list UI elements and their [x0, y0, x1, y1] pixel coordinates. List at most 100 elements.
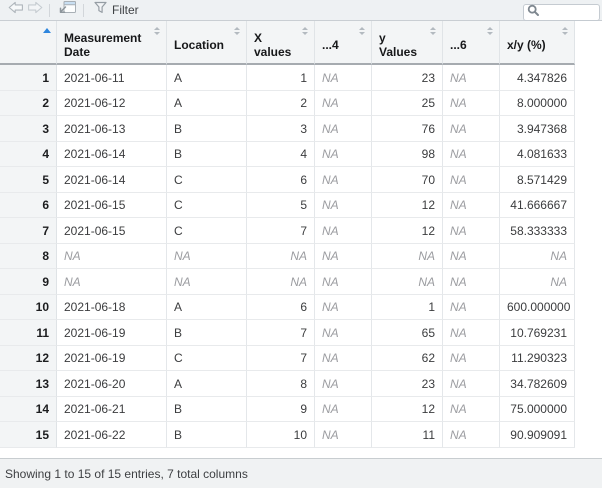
column-header-y-values[interactable]: y Values: [372, 21, 443, 65]
cell-y-values: 23: [372, 371, 443, 397]
cell-x-over-y-pct: 58.333333: [500, 218, 575, 244]
forward-arrow-icon: [27, 1, 43, 19]
cell-measurement-date: 2021-06-19: [57, 320, 167, 346]
row-number-cell: 5: [0, 167, 57, 193]
cell-y-values: 98: [372, 141, 443, 167]
toolbar: Filter: [0, 0, 602, 21]
cell-x-over-y-pct: 600.000000: [500, 294, 575, 320]
column-header-rownames[interactable]: [0, 21, 57, 65]
toolbar-separator: [49, 3, 50, 17]
cell-location: A: [167, 90, 247, 116]
cell-col-4: NA: [315, 218, 372, 244]
column-header-x-over-y-pct[interactable]: x/y (%): [500, 21, 575, 65]
cell-col-6: NA: [443, 243, 500, 269]
column-header-location[interactable]: Location: [167, 21, 247, 65]
column-header-label: x/y (%): [507, 37, 546, 52]
column-header-x-values[interactable]: X values: [247, 21, 315, 65]
filter-funnel-icon: [94, 1, 107, 19]
filter-button[interactable]: Filter: [94, 1, 139, 19]
cell-x-over-y-pct: 41.666667: [500, 192, 575, 218]
cell-x-values: 6: [247, 294, 315, 320]
cell-x-over-y-pct: 90.909091: [500, 422, 575, 448]
table-row-8: 8 NA NA NA NA NA NA NA: [0, 243, 575, 269]
cell-y-values: NA: [372, 243, 443, 269]
back-button[interactable]: [8, 1, 24, 19]
column-header-measurement-date[interactable]: Measurement Date: [57, 21, 167, 65]
cell-location: B: [167, 141, 247, 167]
row-number-cell: 13: [0, 371, 57, 397]
table-row-15: 15 2021-06-22 B 10 NA 11 NA 90.909091: [0, 422, 575, 448]
search-input[interactable]: [523, 3, 600, 21]
sort-arrows-icon: [562, 27, 569, 35]
cell-col-6: NA: [443, 192, 500, 218]
cell-x-over-y-pct: NA: [500, 243, 575, 269]
table-row-9: 9 NA NA NA NA NA NA NA: [0, 269, 575, 295]
cell-x-values: 9: [247, 396, 315, 422]
cell-y-values: 12: [372, 396, 443, 422]
sort-arrows-icon: [487, 27, 494, 35]
cell-location: B: [167, 116, 247, 142]
cell-measurement-date: 2021-06-21: [57, 396, 167, 422]
cell-location: C: [167, 167, 247, 193]
cell-col-6: NA: [443, 371, 500, 397]
row-number-cell: 4: [0, 141, 57, 167]
cell-x-values: 10: [247, 422, 315, 448]
cell-measurement-date: 2021-06-18: [57, 294, 167, 320]
cell-col-4: NA: [315, 243, 372, 269]
cell-col-4: NA: [315, 90, 372, 116]
cell-col-4: NA: [315, 320, 372, 346]
cell-y-values: 70: [372, 167, 443, 193]
table-header-row: Measurement Date Location X values ...4 y Va…: [0, 21, 575, 65]
cell-y-values: NA: [372, 269, 443, 295]
column-header-label: y Values: [379, 30, 418, 59]
cell-col-6: NA: [443, 422, 500, 448]
row-number-cell: 1: [0, 65, 57, 91]
cell-measurement-date: 2021-06-12: [57, 90, 167, 116]
row-number-cell: 8: [0, 243, 57, 269]
cell-x-values: 1: [247, 65, 315, 91]
cell-measurement-date: NA: [57, 269, 167, 295]
cell-location: C: [167, 345, 247, 371]
column-header-label: ...6: [450, 37, 467, 52]
cell-location: B: [167, 422, 247, 448]
row-number-cell: 6: [0, 192, 57, 218]
cell-x-values: 2: [247, 90, 315, 116]
cell-x-over-y-pct: 4.081633: [500, 141, 575, 167]
cell-col-6: NA: [443, 116, 500, 142]
cell-y-values: 11: [372, 422, 443, 448]
cell-x-over-y-pct: 3.947368: [500, 116, 575, 142]
row-number-cell: 12: [0, 345, 57, 371]
toolbar-separator: [83, 3, 84, 17]
forward-button[interactable]: [27, 1, 43, 19]
cell-location: C: [167, 218, 247, 244]
cell-col-4: NA: [315, 269, 372, 295]
sort-arrows-icon: [154, 27, 161, 35]
cell-col-4: NA: [315, 345, 372, 371]
cell-measurement-date: 2021-06-14: [57, 141, 167, 167]
cell-x-values: 7: [247, 345, 315, 371]
cell-x-values: NA: [247, 269, 315, 295]
table-row-12: 12 2021-06-19 C 7 NA 62 NA 11.290323: [0, 345, 575, 371]
cell-col-6: NA: [443, 65, 500, 91]
cell-measurement-date: 2021-06-22: [57, 422, 167, 448]
cell-col-4: NA: [315, 116, 372, 142]
cell-x-values: 7: [247, 320, 315, 346]
cell-measurement-date: 2021-06-15: [57, 192, 167, 218]
column-header-col-4[interactable]: ...4: [315, 21, 372, 65]
table-row-6: 6 2021-06-15 C 5 NA 12 NA 41.666667: [0, 192, 575, 218]
show-in-new-window-button[interactable]: [57, 1, 77, 19]
cell-x-over-y-pct: 8.000000: [500, 90, 575, 116]
table-row-13: 13 2021-06-20 A 8 NA 23 NA 34.782609: [0, 371, 575, 397]
cell-x-values: 8: [247, 371, 315, 397]
cell-x-over-y-pct: 4.347826: [500, 65, 575, 91]
sort-arrows-icon: [302, 27, 309, 35]
cell-y-values: 25: [372, 90, 443, 116]
popout-window-icon: [57, 0, 77, 20]
cell-col-4: NA: [315, 192, 372, 218]
table-row-5: 5 2021-06-14 C 6 NA 70 NA 8.571429: [0, 167, 575, 193]
cell-y-values: 12: [372, 192, 443, 218]
cell-col-6: NA: [443, 345, 500, 371]
column-header-col-6[interactable]: ...6: [443, 21, 500, 65]
cell-col-4: NA: [315, 167, 372, 193]
cell-col-4: NA: [315, 396, 372, 422]
